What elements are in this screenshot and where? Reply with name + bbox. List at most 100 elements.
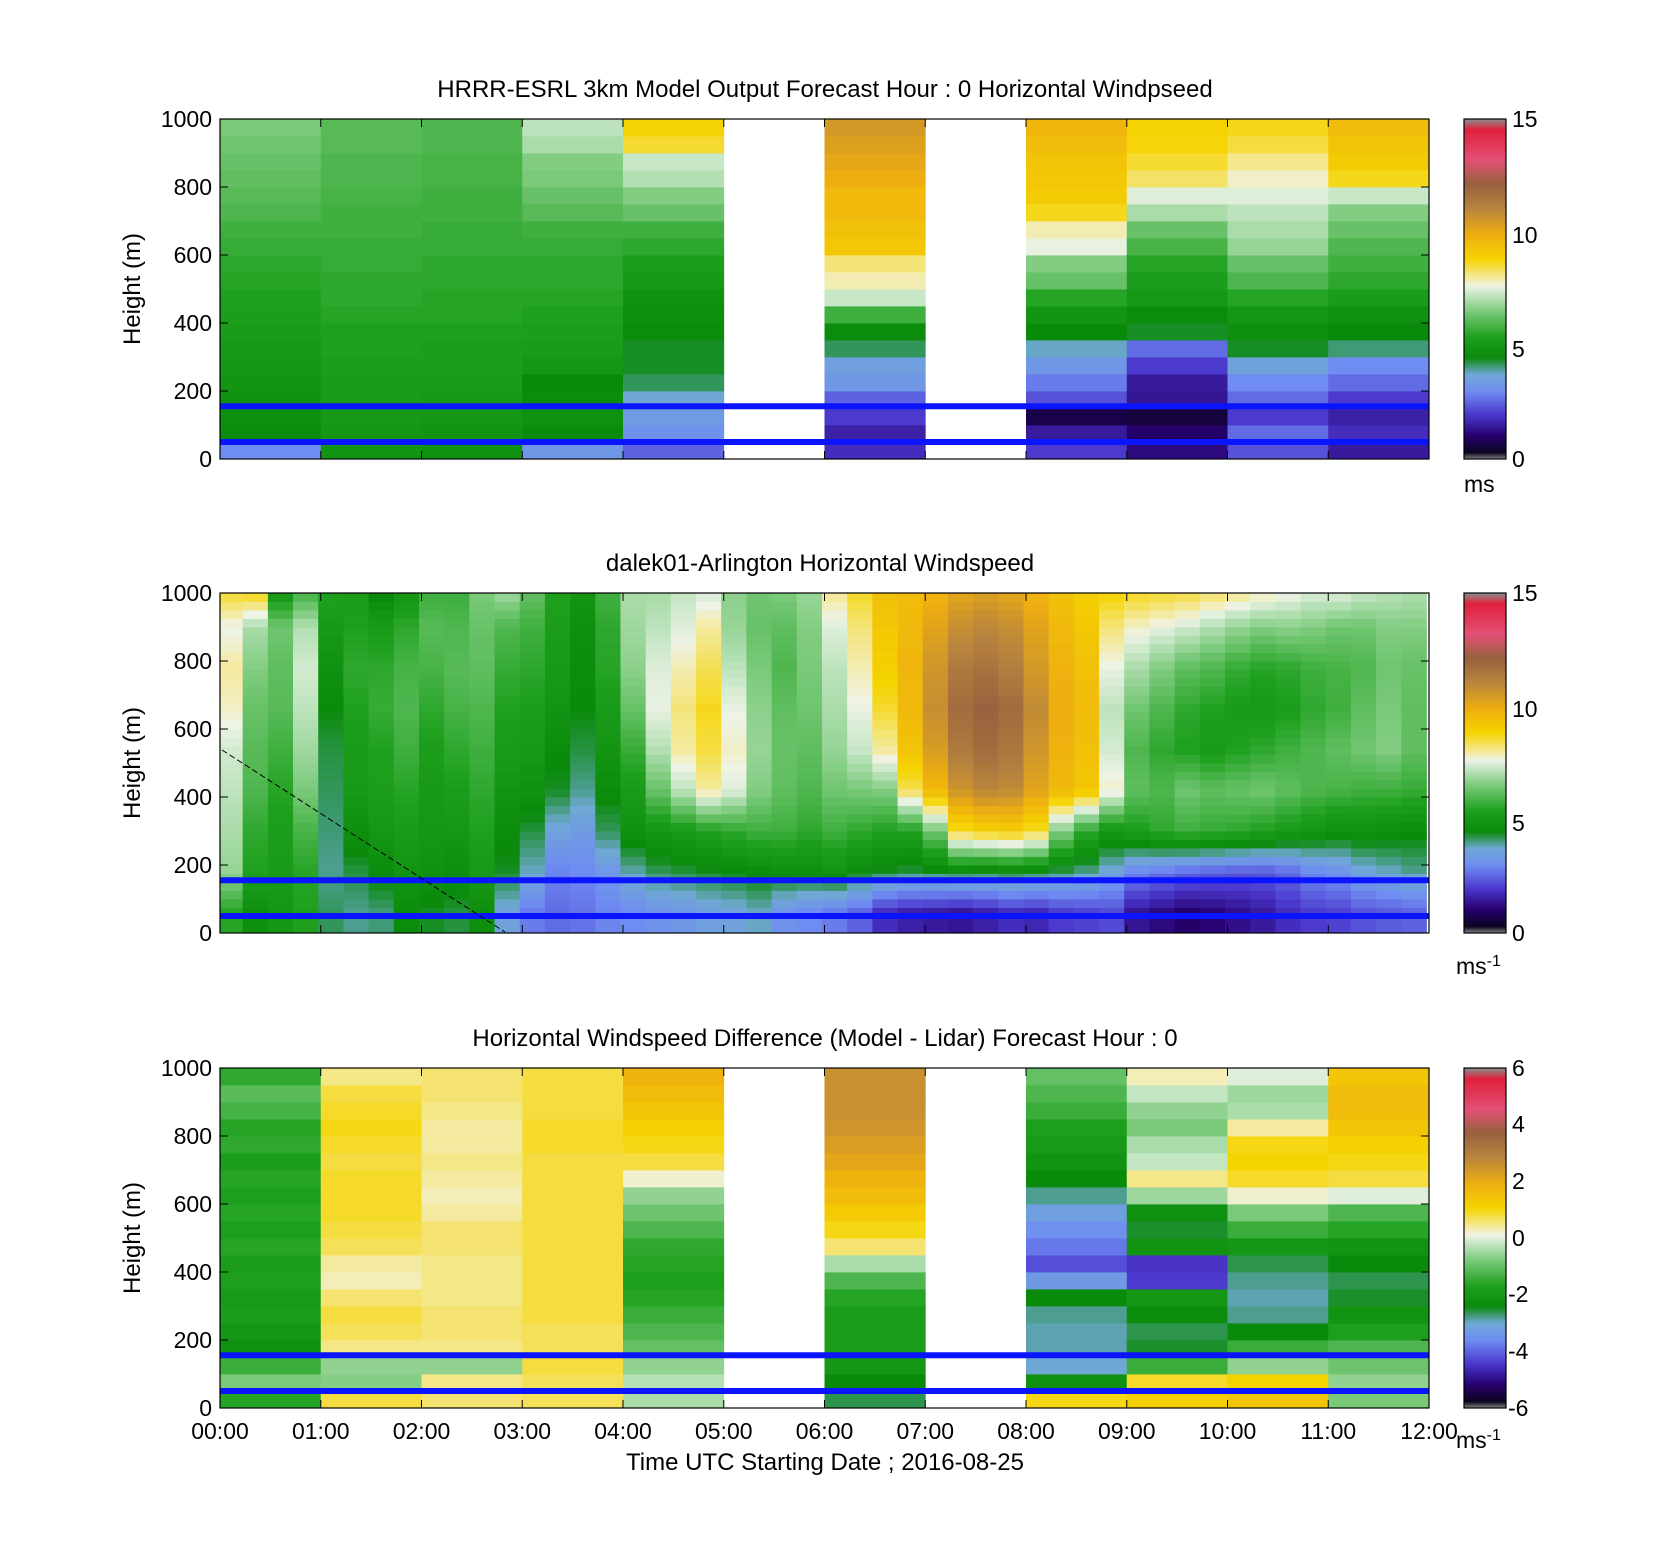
colorbar-swatch bbox=[1464, 379, 1506, 382]
heatmap-cell bbox=[1325, 771, 1352, 781]
heatmap-cell bbox=[1401, 839, 1427, 849]
colorbar-swatch bbox=[1464, 167, 1506, 170]
heatmap-cell bbox=[623, 136, 725, 154]
heatmap-cell bbox=[821, 899, 848, 908]
colorbar-swatch bbox=[1464, 1356, 1506, 1359]
colorbar-swatch bbox=[1464, 919, 1506, 922]
heatmap-cell bbox=[847, 822, 873, 832]
heatmap-cell bbox=[1250, 601, 1276, 611]
heatmap-cell bbox=[242, 788, 269, 798]
heatmap-cell bbox=[1350, 822, 1377, 832]
heatmap-cell bbox=[796, 695, 823, 704]
heatmap-cell bbox=[696, 848, 722, 857]
heatmap-cell bbox=[1124, 686, 1150, 696]
heatmap-cell bbox=[320, 1238, 422, 1256]
heatmap-cell bbox=[418, 907, 445, 917]
heatmap-cell bbox=[393, 661, 420, 670]
heatmap-cell bbox=[293, 907, 319, 917]
heatmap-cell bbox=[746, 729, 773, 738]
heatmap-cell bbox=[922, 856, 949, 866]
heatmap-cell bbox=[1023, 856, 1050, 866]
colorbar-swatch bbox=[1464, 1388, 1506, 1391]
heatmap-cell bbox=[1401, 644, 1427, 653]
y-tick-label: 600 bbox=[174, 242, 212, 268]
heatmap-cell bbox=[620, 652, 647, 662]
colorbar-swatch bbox=[1464, 1290, 1506, 1293]
colorbar-frame bbox=[1463, 1067, 1507, 1409]
heatmap-cell bbox=[242, 907, 269, 917]
heatmap-cell bbox=[897, 865, 924, 874]
heatmap-cell bbox=[824, 1221, 926, 1239]
heatmap-cell bbox=[318, 695, 344, 704]
colorbar-swatch bbox=[1464, 265, 1506, 268]
colorbar-swatch bbox=[1464, 319, 1506, 322]
colorbar-swatch bbox=[1464, 1230, 1506, 1233]
heatmap-cell bbox=[1048, 720, 1075, 730]
heatmap-cell bbox=[721, 593, 747, 602]
heatmap-cell bbox=[1048, 737, 1075, 747]
heatmap-cell bbox=[1174, 635, 1201, 645]
heatmap-cell bbox=[1048, 822, 1075, 832]
heatmap-cell bbox=[947, 907, 974, 917]
heatmap-cell bbox=[320, 340, 422, 358]
heatmap-cell bbox=[620, 720, 647, 730]
heatmap-cell bbox=[494, 593, 521, 602]
heatmap-cell bbox=[1401, 737, 1427, 747]
colorbar-swatch bbox=[1464, 339, 1506, 342]
heatmap-cell bbox=[1149, 831, 1176, 840]
heatmap-cell bbox=[444, 907, 470, 917]
heatmap-cell bbox=[469, 780, 495, 789]
heatmap-cell bbox=[746, 695, 773, 704]
heatmap-cell bbox=[469, 865, 495, 874]
heatmap-cell bbox=[267, 865, 294, 874]
heatmap-cell bbox=[343, 695, 370, 704]
heatmap-cell bbox=[947, 916, 974, 925]
heatmap-cell bbox=[1227, 1187, 1329, 1205]
heatmap-cell bbox=[1325, 763, 1352, 772]
heatmap-cell bbox=[1099, 601, 1125, 611]
heatmap-cell bbox=[620, 831, 647, 840]
heatmap-cell bbox=[220, 703, 244, 713]
heatmap-cell bbox=[368, 822, 395, 832]
heatmap-cell bbox=[469, 831, 495, 840]
heatmap-cell bbox=[1325, 865, 1352, 874]
colorbar-swatch bbox=[1464, 927, 1506, 930]
heatmap-cell bbox=[721, 805, 747, 815]
heatmap-cell bbox=[444, 720, 470, 730]
heatmap-cell bbox=[922, 644, 949, 653]
heatmap-cell bbox=[522, 1136, 624, 1154]
heatmap-cell bbox=[1126, 1238, 1228, 1256]
heatmap-cell bbox=[469, 805, 495, 815]
heatmap-cell bbox=[721, 907, 747, 917]
heatmap-cell bbox=[721, 644, 747, 653]
heatmap-cell bbox=[1099, 814, 1125, 823]
colorbar-swatch bbox=[1464, 621, 1506, 624]
heatmap-cell bbox=[1224, 916, 1251, 925]
colorbar-swatch bbox=[1464, 635, 1506, 638]
heatmap-cell bbox=[796, 678, 823, 687]
heatmap-cell bbox=[1300, 763, 1327, 772]
colorbar-swatch bbox=[1464, 1298, 1506, 1301]
heatmap-cell bbox=[1300, 848, 1327, 857]
colorbar-swatch bbox=[1464, 813, 1506, 816]
heatmap-cell bbox=[1300, 831, 1327, 840]
heatmap-cell bbox=[1149, 729, 1176, 738]
colorbar-swatch bbox=[1464, 1220, 1506, 1223]
heatmap-cell bbox=[897, 729, 924, 738]
heatmap-cell bbox=[796, 848, 823, 857]
heatmap-cell bbox=[318, 669, 344, 679]
heatmap-cell bbox=[922, 712, 949, 721]
heatmap-cell bbox=[368, 890, 395, 900]
heatmap-cell bbox=[824, 1374, 926, 1392]
heatmap-cell bbox=[1328, 1068, 1429, 1086]
heatmap-cell bbox=[519, 916, 546, 925]
heatmap-cell bbox=[267, 771, 294, 781]
heatmap-cell bbox=[847, 746, 873, 755]
heatmap-cell bbox=[1048, 746, 1075, 755]
heatmap-cell bbox=[444, 890, 470, 900]
colorbar-swatch bbox=[1464, 1282, 1506, 1285]
colorbar-swatch bbox=[1464, 307, 1506, 310]
colorbar-swatch bbox=[1464, 1172, 1506, 1175]
heatmap-cell bbox=[620, 610, 647, 619]
heatmap-cell bbox=[368, 627, 395, 636]
